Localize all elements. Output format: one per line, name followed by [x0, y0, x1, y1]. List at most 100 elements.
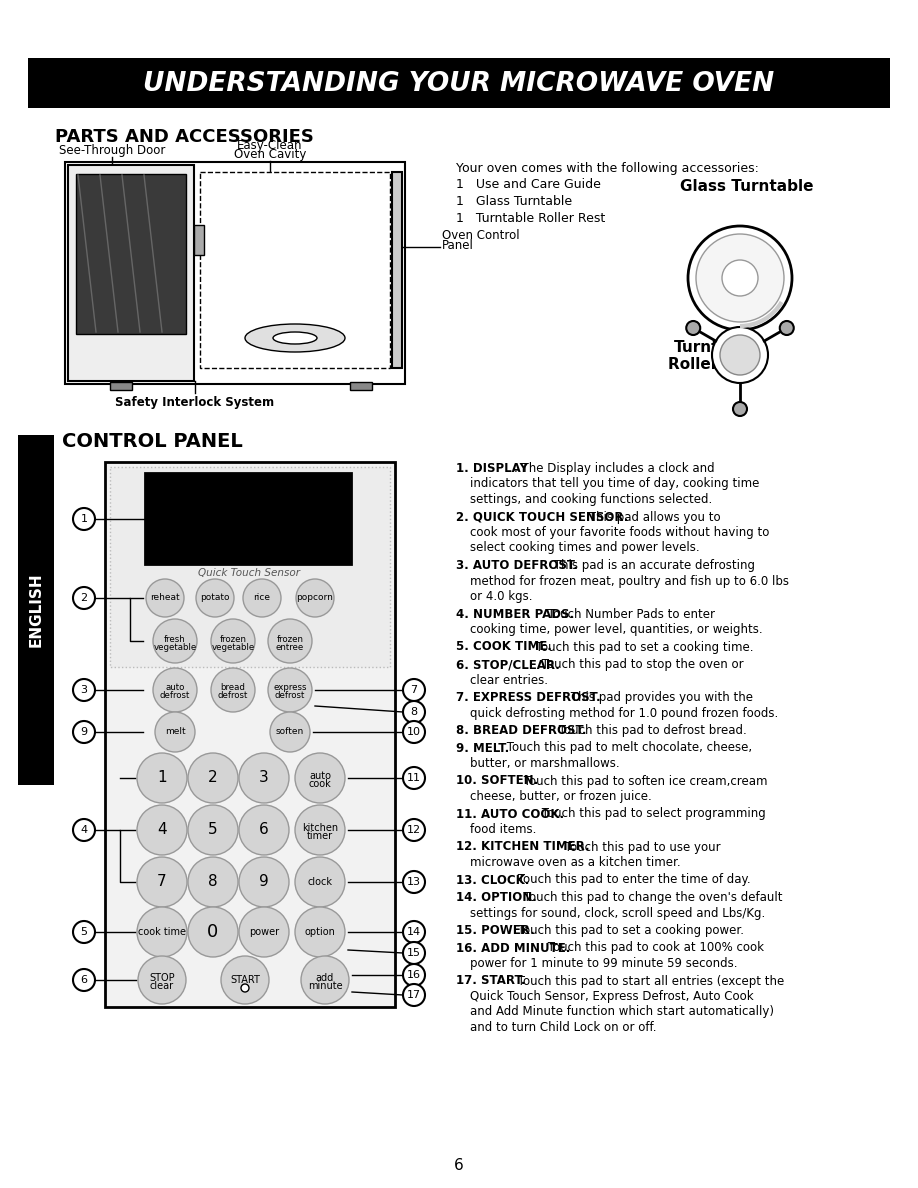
Text: 6: 6 [454, 1157, 464, 1173]
Text: rice: rice [253, 594, 271, 602]
Text: Touch Number Pads to enter: Touch Number Pads to enter [543, 607, 715, 620]
Text: 1   Use and Care Guide: 1 Use and Care Guide [456, 178, 601, 191]
Text: 16. ADD MINUTE.: 16. ADD MINUTE. [456, 942, 570, 954]
Text: reheat: reheat [151, 594, 180, 602]
Circle shape [295, 753, 345, 803]
Text: Touch this pad to enter the time of day.: Touch this pad to enter the time of day. [514, 873, 751, 886]
Text: Touch this pad to change the oven's default: Touch this pad to change the oven's defa… [521, 891, 783, 904]
Circle shape [153, 619, 197, 663]
Text: method for frozen meat, poultry and fish up to 6.0 lbs: method for frozen meat, poultry and fish… [470, 575, 789, 588]
Text: 14: 14 [407, 927, 421, 937]
FancyBboxPatch shape [68, 165, 194, 381]
Text: 13: 13 [407, 877, 421, 887]
Circle shape [221, 956, 269, 1004]
Circle shape [403, 701, 425, 723]
Circle shape [295, 805, 345, 855]
Text: cook most of your favorite foods without having to: cook most of your favorite foods without… [470, 526, 769, 539]
Circle shape [295, 906, 345, 958]
Text: quick defrosting method for 1.0 pound frozen foods.: quick defrosting method for 1.0 pound fr… [470, 707, 778, 720]
Circle shape [239, 906, 289, 958]
Text: power for 1 minute to 99 minute 59 seconds.: power for 1 minute to 99 minute 59 secon… [470, 958, 737, 969]
Text: 2: 2 [81, 593, 87, 604]
Text: 4: 4 [81, 824, 87, 835]
Circle shape [295, 857, 345, 906]
Circle shape [188, 906, 238, 958]
Ellipse shape [273, 331, 317, 345]
Text: 10: 10 [407, 727, 421, 737]
Circle shape [188, 857, 238, 906]
Text: Oven Control: Oven Control [442, 229, 520, 242]
Text: 17. START.: 17. START. [456, 974, 525, 987]
Circle shape [211, 619, 255, 663]
Circle shape [687, 321, 700, 335]
Circle shape [403, 942, 425, 963]
Circle shape [137, 857, 187, 906]
FancyBboxPatch shape [76, 173, 186, 334]
Text: Touch this pad to soften ice cream,cream: Touch this pad to soften ice cream,cream [521, 775, 767, 788]
Text: potato: potato [200, 594, 230, 602]
Text: 12: 12 [407, 824, 421, 835]
Circle shape [733, 402, 747, 416]
Circle shape [403, 963, 425, 986]
Circle shape [268, 619, 312, 663]
Text: clear entries.: clear entries. [470, 674, 548, 687]
Text: 4: 4 [157, 822, 167, 838]
Text: 14. OPTION.: 14. OPTION. [456, 891, 537, 904]
Circle shape [403, 921, 425, 943]
Text: This pad allows you to: This pad allows you to [585, 511, 721, 524]
Circle shape [73, 819, 95, 841]
Text: CONTROL PANEL: CONTROL PANEL [62, 432, 242, 451]
Text: See-Through Door: See-Through Door [59, 144, 165, 157]
Text: food items.: food items. [470, 823, 536, 836]
Circle shape [296, 579, 334, 617]
Text: Quick Touch Sensor: Quick Touch Sensor [198, 568, 300, 579]
Text: Glass Turntable: Glass Turntable [680, 179, 813, 194]
Text: Touch this pad to start all entries (except the: Touch this pad to start all entries (exc… [514, 974, 785, 987]
Text: cook time: cook time [138, 927, 186, 937]
Text: 7: 7 [410, 685, 418, 695]
Text: kitchen: kitchen [302, 823, 338, 833]
Text: power: power [249, 927, 279, 937]
Text: 5: 5 [81, 927, 87, 937]
Text: settings for sound, clock, scroll speed and Lbs/Kg.: settings for sound, clock, scroll speed … [470, 906, 766, 920]
Text: Touch this pad to set a cooking time.: Touch this pad to set a cooking time. [532, 640, 754, 653]
Text: 16: 16 [407, 969, 421, 980]
Text: 9: 9 [259, 874, 269, 890]
Circle shape [73, 587, 95, 609]
Text: defrost: defrost [218, 691, 248, 701]
Text: Easy-Clean: Easy-Clean [237, 139, 303, 152]
Circle shape [403, 984, 425, 1006]
Text: Touch this pad to stop the oven or: Touch this pad to stop the oven or [538, 658, 744, 671]
Text: 1: 1 [157, 771, 167, 785]
Text: START: START [230, 975, 260, 985]
Text: 2. QUICK TOUCH SENSOR.: 2. QUICK TOUCH SENSOR. [456, 511, 629, 524]
Text: frozen: frozen [276, 634, 304, 644]
Text: Touch this pad to melt chocolate, cheese,: Touch this pad to melt chocolate, cheese… [503, 741, 752, 754]
Text: vegetable: vegetable [211, 643, 254, 651]
FancyBboxPatch shape [145, 473, 351, 564]
Text: 1   Turntable Roller Rest: 1 Turntable Roller Rest [456, 211, 605, 225]
Text: timer: timer [307, 830, 333, 841]
Circle shape [779, 321, 794, 335]
Text: 11. AUTO COOK.: 11. AUTO COOK. [456, 808, 565, 821]
Circle shape [73, 721, 95, 742]
Circle shape [137, 753, 187, 803]
Text: 9. MELT.: 9. MELT. [456, 741, 509, 754]
Text: Quick Touch Sensor, Express Defrost, Auto Cook: Quick Touch Sensor, Express Defrost, Aut… [470, 990, 754, 1003]
Text: Oven Cavity: Oven Cavity [234, 148, 307, 162]
Text: Roller Rest: Roller Rest [668, 358, 762, 372]
Text: frozen: frozen [219, 634, 247, 644]
Circle shape [138, 956, 186, 1004]
Text: Turntable: Turntable [674, 340, 756, 355]
Circle shape [403, 680, 425, 701]
Text: PARTS AND ACCESSORIES: PARTS AND ACCESSORIES [55, 128, 314, 146]
Text: 2: 2 [208, 771, 218, 785]
Circle shape [268, 668, 312, 712]
Text: defrost: defrost [160, 691, 190, 701]
FancyBboxPatch shape [18, 435, 54, 785]
Text: microwave oven as a kitchen timer.: microwave oven as a kitchen timer. [470, 857, 680, 868]
FancyBboxPatch shape [105, 462, 395, 1007]
Circle shape [153, 668, 197, 712]
Text: option: option [305, 927, 335, 937]
Circle shape [403, 721, 425, 742]
